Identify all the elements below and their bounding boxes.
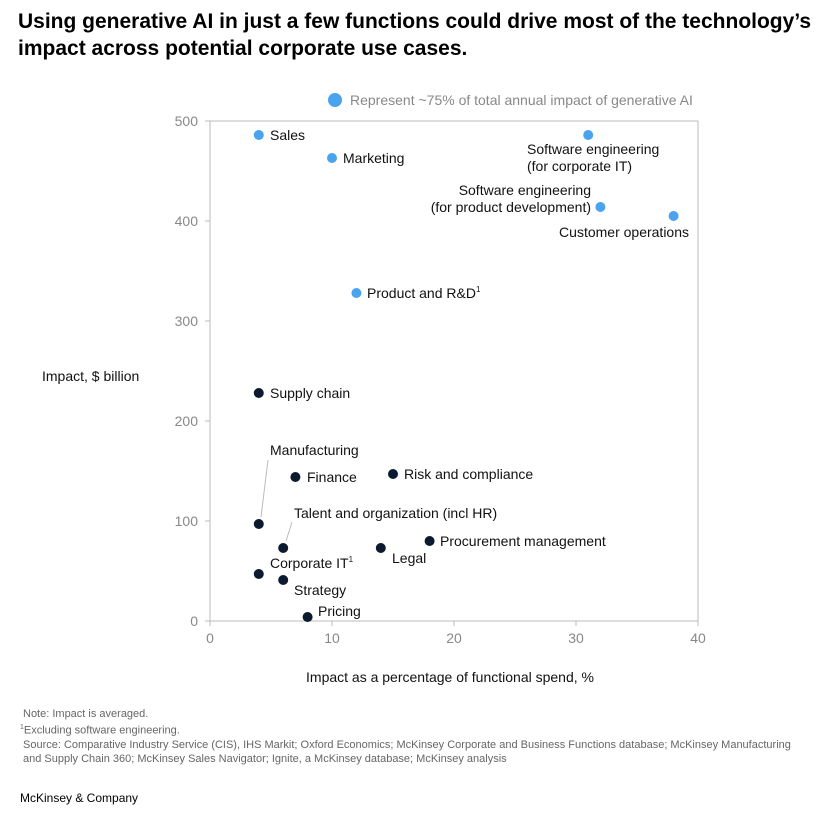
point-label: Marketing (343, 150, 404, 166)
y-tick-label: 0 (190, 613, 198, 629)
point-label: Finance (307, 469, 357, 485)
point-label: Risk and compliance (404, 466, 533, 482)
data-point-supply-chain: Supply chain (253, 385, 350, 401)
point-label: (for corporate IT) (527, 158, 632, 174)
point-marker (278, 575, 289, 585)
x-tick-label: 40 (690, 630, 706, 646)
notes: Note: Impact is averaged. 1Excluding sof… (20, 707, 791, 766)
footnote-mark: 1 (20, 724, 24, 731)
data-point-corporate-it: Corporate IT1 (253, 555, 354, 579)
data-point-manufacturing: Manufacturing (253, 442, 359, 529)
point-marker (424, 536, 435, 546)
point-label: Procurement management (440, 533, 606, 549)
leader-line (260, 459, 269, 518)
point-label: Customer operations (559, 224, 689, 240)
point-label: Software engineering (459, 182, 591, 198)
point-label: Supply chain (270, 385, 350, 401)
chart-title: Using generative AI in just a few functi… (18, 10, 812, 60)
point-label: (for product development) (431, 199, 591, 215)
point-marker (375, 543, 386, 553)
point-marker (351, 288, 362, 298)
data-point-customer-operations: Customer operations (559, 211, 689, 240)
data-point-finance: Finance (290, 469, 357, 485)
point-marker (668, 211, 679, 221)
y-tick-label: 200 (175, 413, 199, 429)
footnote-text: Excluding software engineering. (23, 724, 180, 737)
data-point-marketing: Marketing (327, 150, 404, 166)
y-tick-label: 500 (175, 113, 199, 129)
point-marker (388, 469, 398, 479)
data-point-sales: Sales (253, 127, 305, 143)
x-axis-label: Impact as a percentage of functional spe… (306, 669, 594, 685)
source-line-2: and Supply Chain 360; McKinsey Sales Nav… (23, 752, 507, 765)
footnote-mark: 1 (476, 285, 481, 294)
point-marker (253, 130, 264, 140)
data-point-software-engineering: Software engineering(for product develop… (431, 182, 606, 215)
data-point-procurement-management: Procurement management (424, 533, 606, 549)
point-label: Manufacturing (270, 442, 359, 458)
point-label: Pricing (318, 603, 361, 619)
point-marker (253, 388, 264, 398)
point-label: Product and R&D1 (367, 285, 481, 301)
point-marker (302, 612, 313, 622)
source-line-1: Source: Comparative Industry Service (CI… (23, 738, 791, 751)
x-tick-label: 0 (206, 630, 214, 646)
leader-line (285, 521, 293, 542)
y-tick-label: 300 (175, 313, 199, 329)
data-point-risk-and-compliance: Risk and compliance (388, 466, 533, 482)
point-marker (595, 202, 606, 212)
data-point-pricing: Pricing (302, 603, 361, 622)
point-label: Sales (270, 127, 305, 143)
brand-logo-text: McKinsey & Company (20, 791, 139, 805)
y-tick-label: 400 (175, 213, 199, 229)
data-point-software-engineering: Software engineering(for corporate IT) (527, 130, 659, 174)
point-label: Software engineering (527, 141, 659, 157)
y-tick-label: 100 (175, 513, 199, 529)
data-point-talent-and-organization-incl-hr-: Talent and organization (incl HR) (278, 505, 497, 553)
point-marker (253, 519, 264, 529)
point-label: Talent and organization (incl HR) (294, 505, 497, 521)
point-label: Strategy (294, 582, 346, 598)
x-tick-label: 10 (324, 630, 340, 646)
point-marker (278, 543, 289, 553)
point-marker (583, 130, 594, 140)
point-marker (290, 472, 301, 482)
data-point-strategy: Strategy (278, 575, 346, 598)
data-point-legal: Legal (375, 543, 426, 566)
point-label: Corporate IT1 (270, 555, 354, 571)
legend-marker (328, 93, 342, 107)
legend-label: Represent ~75% of total annual impact of… (350, 92, 693, 108)
x-tick-label: 20 (446, 630, 462, 646)
point-marker (253, 569, 264, 579)
point-marker (327, 153, 337, 163)
point-label: Legal (392, 550, 426, 566)
footnote-mark: 1 (349, 555, 354, 564)
data-point-product-and-r-d: Product and R&D1 (351, 285, 481, 301)
note-text: Note: Impact is averaged. (23, 708, 149, 720)
footnote: 1Excluding software engineering. (20, 721, 791, 738)
x-tick-label: 30 (568, 630, 584, 646)
y-axis-label: Impact, $ billion (42, 368, 139, 384)
